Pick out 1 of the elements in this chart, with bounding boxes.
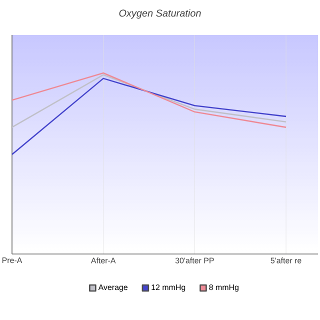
- chart-title: Oxygen Saturation: [119, 9, 201, 19]
